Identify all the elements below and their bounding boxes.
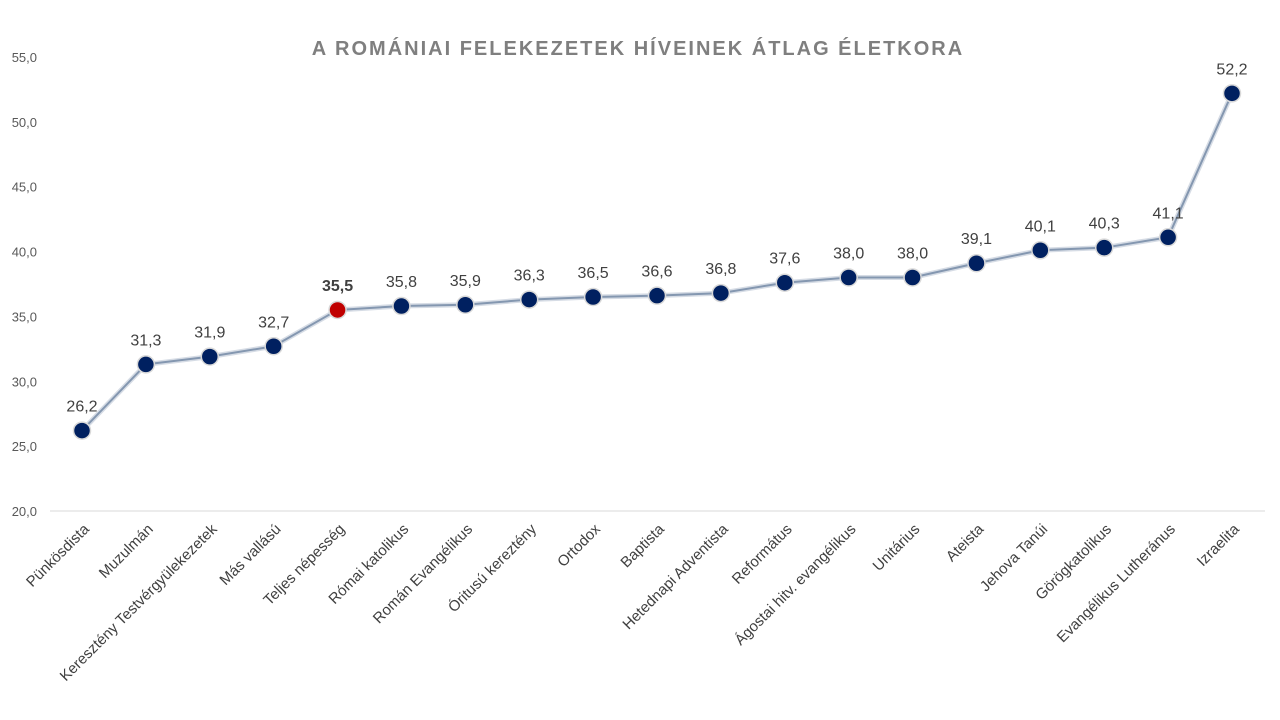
x-tick-label: Ortodox: [554, 520, 604, 570]
data-label: 31,9: [194, 325, 225, 342]
series-line-group: [72, 84, 1242, 440]
y-tick-label: 35,0: [12, 309, 37, 324]
data-label: 38,0: [833, 246, 864, 263]
data-point: [456, 295, 475, 315]
y-tick-label: 25,0: [12, 439, 37, 454]
data-point: [775, 273, 795, 292]
x-tick-label: Ágostai hitv. evangélikus: [732, 521, 860, 649]
data-label: 36,6: [641, 264, 672, 281]
data-label: 52,2: [1216, 61, 1247, 78]
x-tick-label: Baptista: [617, 520, 668, 571]
data-point: [200, 347, 220, 366]
data-label: 36,5: [578, 265, 609, 282]
data-point-highlight: [328, 300, 347, 320]
x-tick-label: Muzulmán: [96, 521, 157, 582]
data-label: 26,2: [66, 399, 97, 416]
series-line: [81, 92, 1233, 432]
data-label: 39,1: [961, 231, 992, 248]
data-point: [1222, 84, 1242, 103]
data-label: 37,6: [769, 251, 800, 268]
data-point: [1158, 228, 1178, 247]
y-tick-label: 45,0: [12, 180, 37, 195]
data-label: 35,8: [386, 274, 417, 291]
data-point: [583, 287, 603, 307]
y-tick-label: 50,0: [12, 115, 37, 130]
data-label: 40,3: [1089, 216, 1120, 233]
y-tick-label: 20,0: [12, 504, 37, 519]
data-point: [647, 286, 667, 305]
x-tick-label: Hetednapi Adventista: [619, 520, 732, 633]
data-point: [903, 268, 922, 287]
data-labels: 26,2 31,3 31,9 32,7 35,5 35,8 35,9 36,3 36,5 36,6…: [66, 61, 1247, 415]
data-label: 40,1: [1025, 218, 1056, 235]
data-label: 41,1: [1153, 205, 1184, 222]
data-point: [1031, 241, 1050, 260]
data-label: 31,3: [130, 332, 161, 349]
data-point: [136, 355, 156, 374]
data-label: 35,9: [450, 273, 481, 290]
data-point: [519, 290, 539, 309]
x-tick-label: Más vallású: [216, 521, 284, 589]
y-tick-label: 55,0: [12, 50, 37, 65]
x-tick-label: Pünkösdista: [23, 520, 93, 590]
data-label: 36,8: [705, 261, 736, 278]
x-tick-label: Izraelita: [1194, 520, 1244, 570]
data-point: [264, 337, 283, 356]
data-label: 35,5: [322, 278, 353, 295]
x-tick-label: Evangélikus Lutheránus: [1054, 521, 1179, 646]
x-tick-label: Unitárius: [870, 521, 924, 575]
data-point: [1094, 238, 1114, 257]
series-line-shadow: [80, 92, 1235, 433]
data-label: 32,7: [258, 314, 289, 331]
y-tick-label: 40,0: [12, 245, 37, 260]
data-point: [711, 283, 731, 303]
y-tick-label: 30,0: [12, 374, 37, 389]
y-axis: 20,0 25,0 30,0 35,0 40,0 45,0 50,0 55,0: [12, 50, 37, 519]
data-point: [967, 253, 986, 273]
data-point: [392, 296, 411, 316]
chart-title: A ROMÁNIAI FELEKEZETEK HÍVEINEK ÁTLAG ÉL…: [312, 37, 964, 60]
data-label: 36,3: [514, 268, 545, 285]
x-tick-label: Református: [729, 521, 796, 588]
data-label: 38,0: [897, 246, 928, 263]
x-tick-label: Ateista: [943, 520, 988, 565]
data-point: [72, 421, 92, 440]
data-point: [839, 268, 858, 287]
